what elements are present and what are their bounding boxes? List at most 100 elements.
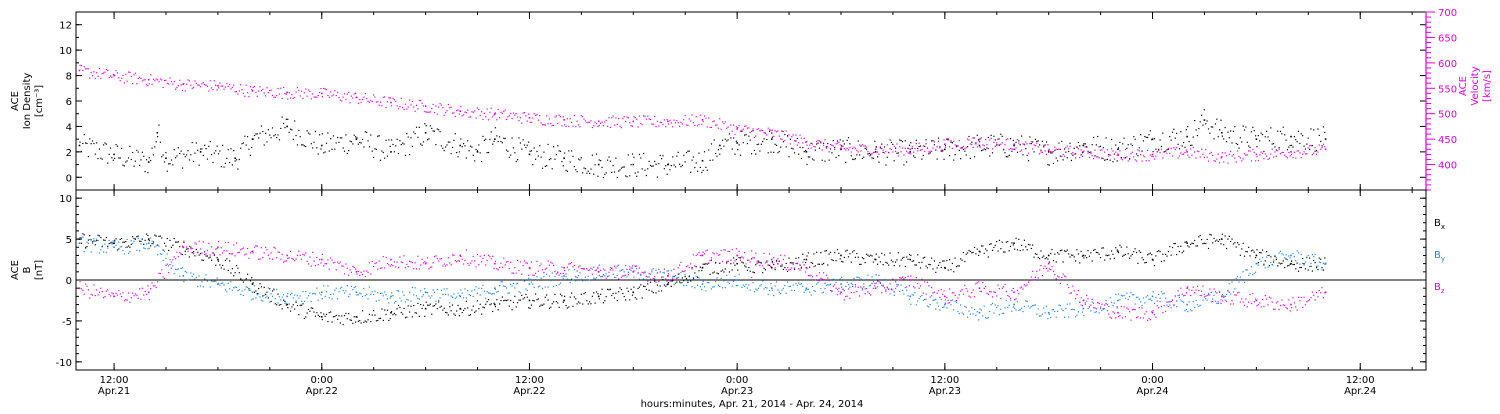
bz-series-dot [291,257,293,260]
bx-series-dot [559,293,562,295]
bz-series-dot [374,262,376,265]
bx-series-dot [83,234,85,236]
by-series-dot [517,282,519,284]
by-series-dot [1295,260,1297,262]
bx-series-dot [932,268,934,270]
velocity-series-dot [825,147,827,149]
density-series-dot [918,145,920,148]
velocity-series-dot [445,112,447,114]
density-series [78,109,1327,179]
bx-series-dot [1018,238,1020,240]
density-series-dot [756,143,758,146]
density-series-dot [457,156,459,158]
density-series-dot [969,157,971,160]
by-series-dot [190,272,192,274]
bz-series-dot [325,263,328,265]
by-series-dot [231,289,233,291]
velocity-series-dot [442,107,444,109]
density-series-dot [753,149,755,152]
bx-series-dot [640,284,642,286]
velocity-series-dot [698,123,700,125]
bx-series-dot [251,277,253,279]
bz-series-dot [557,271,559,273]
bx-series-dot [976,248,978,250]
bz-series-dot [1003,286,1005,288]
density-series-dot [925,139,927,141]
density-series-dot [80,150,83,153]
velocity-series-dot [123,82,125,84]
by-series-dot [1189,309,1192,311]
bx-series-point [1290,262,1292,265]
velocity-series-dot [710,126,713,128]
bx-series-dot [307,308,310,311]
bz-series-dot [950,300,952,302]
by-series-dot [967,316,969,318]
bx-series-dot [1274,256,1276,258]
by-series-dot [1131,294,1133,296]
velocity-series-dot [406,108,408,110]
by-series-dot [150,237,152,239]
density-series-dot [1177,143,1179,145]
bz-series-dot [931,286,933,289]
bx-series-dot [1134,248,1136,250]
by-series-dot [943,306,945,308]
bz-series-dot [463,263,465,265]
by-series-dot [533,286,535,288]
density-series-dot [202,154,204,157]
density-series-dot [1160,145,1163,148]
velocity-series-dot [590,120,592,122]
bz-series-dot [859,295,861,297]
by-series-dot [273,288,275,290]
by-series-dot [834,279,836,281]
bx-series-dot [237,267,239,269]
density-series-dot [129,145,131,147]
density-series-dot [1170,139,1172,141]
bz-series-dot [800,267,803,269]
density-series-dot [955,146,958,148]
bz-series-dot [810,274,812,276]
by-series-dot [821,292,823,294]
by-series-point [944,303,946,306]
density-series-dot [679,163,681,165]
velocity-series-dot [165,79,167,81]
bz-series-dot [1248,301,1250,303]
by-series-dot [629,265,631,268]
by-series-dot [667,270,670,272]
density-series-dot [103,144,105,146]
bz-series-dot [424,261,426,263]
velocity-series-dot [289,97,292,99]
bx-series-dot [879,261,881,263]
density-series-dot [1299,142,1301,145]
density-series-dot [990,134,992,136]
density-tick-label: 6 [66,97,72,108]
density-series-dot [445,146,447,148]
density-series-dot [467,140,469,142]
bz-series-dot [770,266,772,268]
by-series-dot [1044,312,1046,314]
velocity-series-dot [652,123,654,125]
bz-series-dot [1057,275,1059,277]
bx-series-dot [1077,253,1079,255]
bz-series-dot [907,275,909,278]
by-series-dot [926,305,929,307]
bz-series-dot [168,272,170,274]
by-series-dot [1264,267,1266,269]
bz-series-point [1117,311,1119,314]
by-series-dot [1282,254,1284,256]
density-series-dot [781,130,783,132]
velocity-series-dot [688,118,690,120]
bx-series-dot [533,300,535,302]
bx-series-dot [550,306,552,308]
velocity-series-dot [130,75,132,78]
velocity-series-dot [301,90,303,92]
bx-series-dot [140,240,142,242]
by-series-dot [680,271,682,274]
bz-series-dot [688,267,690,269]
bx-series-dot [1011,242,1013,244]
velocity-series-dot [1077,148,1079,150]
bx-series-dot [1084,255,1086,257]
by-series-dot [345,290,347,292]
density-series-dot [98,148,101,150]
by-series-dot [1075,316,1077,318]
density-series-dot [1037,140,1039,142]
